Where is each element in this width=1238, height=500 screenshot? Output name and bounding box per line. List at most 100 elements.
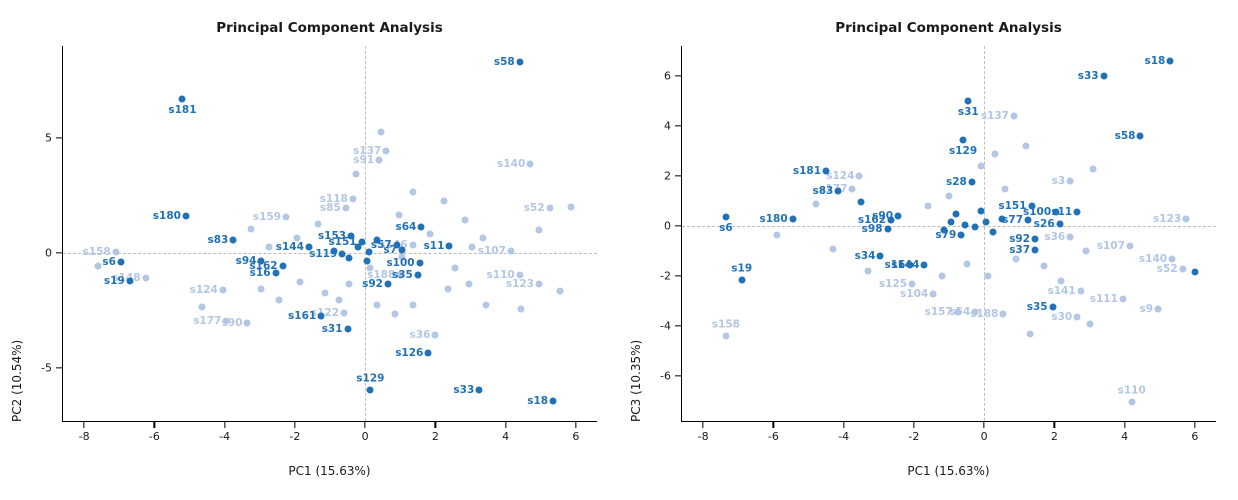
chart-title: Principal Component Analysis [216,20,443,36]
data-point-s54 [971,308,979,316]
point-label-s64: s64 [395,220,417,233]
data-point-s181 [178,95,186,103]
data-point-s37 [1031,246,1039,254]
point-label-s181: s181 [792,164,822,177]
y-tick-mark [56,137,62,139]
data-point-s137 [382,147,390,155]
y-axis-label: PC2 (10.54%) [10,339,24,422]
data-point-s111 [1119,295,1127,302]
data-point-s26 [1056,220,1064,227]
y-tick-mark [675,75,681,77]
point-label-s36: s36 [409,328,431,341]
point-label-s125: s125 [878,277,908,290]
point-label-s3: s3 [1051,174,1066,187]
data-point [963,260,971,267]
x-tick-mark [434,422,437,428]
point-label-s58: s58 [1114,129,1136,142]
point-label-s31: s31 [321,322,343,335]
point-label-s107: s107 [477,244,506,257]
data-point-s140 [1168,255,1176,262]
data-point-s19 [738,276,746,284]
data-point-s100 [1052,208,1060,216]
point-label-s19: s19 [731,262,753,275]
x-tick-mark [842,422,845,428]
x-tick-label: -6 [148,430,160,443]
data-point-s140 [526,160,534,168]
data-point-s9 [1154,305,1162,312]
point-label-s177: s177 [193,314,222,327]
data-point [440,197,448,205]
x-tick-mark [575,422,577,428]
point-label-s52: s52 [523,201,545,214]
data-point [426,230,434,237]
data-point-s30 [1073,313,1081,321]
point-label-s83: s83 [207,234,229,247]
data-point-s28 [968,178,976,186]
data-point-s6 [117,258,125,266]
point-label-s91: s91 [353,153,375,166]
point-label-s141: s141 [1047,284,1076,297]
point-label-s34: s34 [854,249,876,262]
y-tick-label: 4 [664,119,671,133]
data-point-s18 [1166,57,1174,65]
x-tick-label: 2 [1050,430,1058,443]
point-label-s33: s33 [453,383,475,396]
data-point [354,243,362,251]
data-point-s98 [884,225,892,232]
pca-panel-pc1-pc2: Principal Component Analysis PC2 (10.54%… [10,20,597,478]
data-point [468,243,476,251]
point-label-s18: s18 [527,395,549,408]
data-point [479,234,487,242]
point-label-s129: s129 [356,372,385,385]
data-point [829,245,837,252]
point-label-s144: s144 [275,241,304,254]
data-point-s85 [342,204,350,212]
data-point [984,272,992,280]
data-point-s92 [384,280,392,288]
point-label-s123: s123 [505,277,535,290]
point-label-s16: s16 [884,258,906,271]
data-point [461,216,469,224]
x-tick-label: -2 [289,430,301,443]
data-point [94,262,102,270]
data-point [314,220,322,228]
point-label-s119: s119 [309,247,338,260]
data-point [961,221,969,229]
point-label-s100: s100 [386,257,415,270]
x-tick-mark [83,422,85,428]
data-point [940,226,948,234]
point-label-s85: s85 [319,201,341,214]
data-point [395,211,402,219]
data-point [945,192,953,200]
x-tick-label: -8 [697,430,709,443]
data-point [409,301,417,309]
data-point-s151 [358,238,366,246]
data-point [989,228,997,236]
data-point-s137 [1010,112,1018,120]
data-point [373,236,381,244]
data-point [366,264,374,272]
data-point-s141 [1077,287,1085,295]
data-point-s129 [366,386,374,394]
data-point-s16 [906,261,914,269]
data-point-s158 [112,248,120,256]
point-label-s181: s181 [168,103,197,116]
data-point [1022,142,1030,150]
chart-title: Principal Component Analysis [835,20,1062,36]
point-label-s158: s158 [82,245,111,258]
data-point-s83 [834,187,842,195]
point-label-s19: s19 [103,274,125,287]
data-point-s11 [445,242,453,250]
data-point-s180 [182,212,190,220]
data-point-s35 [1049,303,1057,311]
data-point [198,303,206,311]
y-tick-mark [675,275,681,277]
data-point-s58 [516,58,524,66]
data-point-s188 [396,271,404,279]
data-point [773,231,781,239]
data-point [335,296,343,304]
point-label-s7: s7 [383,243,398,256]
data-point-s162 [887,216,895,224]
data-point [864,267,872,275]
